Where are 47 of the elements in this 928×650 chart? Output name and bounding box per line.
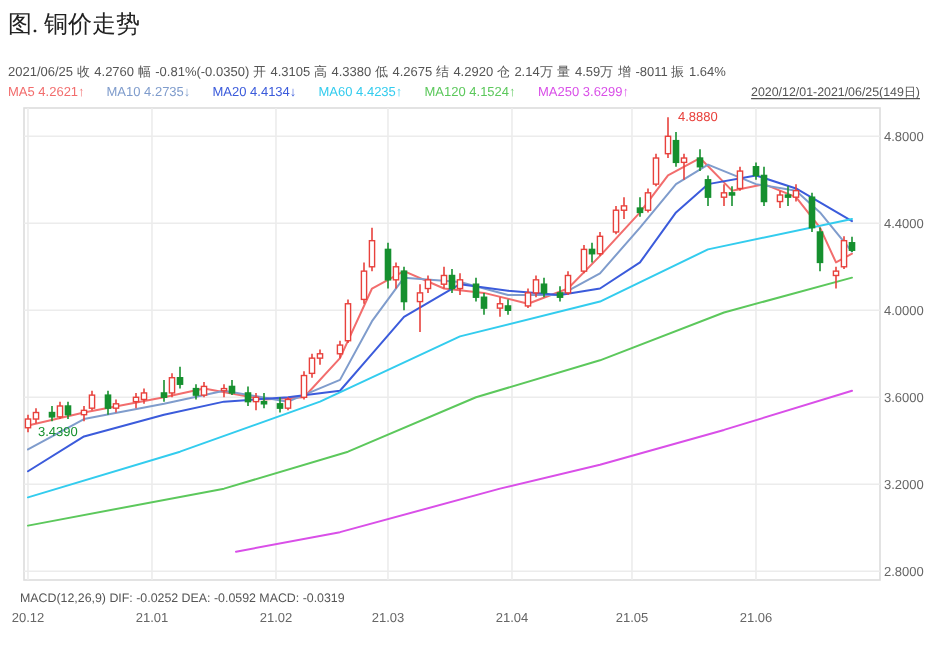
candlestick xyxy=(360,261,368,305)
candlestick xyxy=(244,385,252,407)
candlestick xyxy=(384,242,392,290)
candlestick xyxy=(440,265,448,290)
candlestick xyxy=(680,152,688,181)
candlestick xyxy=(736,165,744,192)
candlestick xyxy=(400,265,408,312)
candlestick xyxy=(368,226,376,272)
candlestick xyxy=(260,392,268,409)
candlestick xyxy=(300,370,308,401)
chart-title: 图. 铜价走势 xyxy=(8,10,140,38)
candlestick xyxy=(728,185,736,207)
candlestick xyxy=(456,272,464,296)
candlestick xyxy=(808,192,816,233)
candlestick xyxy=(580,244,588,275)
candlestick xyxy=(344,298,352,344)
candlestick xyxy=(532,274,540,299)
line-series xyxy=(235,389,853,553)
candlestick xyxy=(416,283,424,333)
line-series xyxy=(27,217,853,499)
candlestick xyxy=(720,183,728,207)
candlestick xyxy=(564,270,572,296)
candlestick xyxy=(308,352,316,379)
candlestick xyxy=(760,165,768,207)
candlestick xyxy=(832,265,840,290)
candlestick xyxy=(160,379,168,403)
candlestick xyxy=(652,152,660,188)
candlestick xyxy=(168,372,176,399)
candlestick xyxy=(612,205,620,235)
candlestick xyxy=(448,268,456,294)
candlestick xyxy=(704,174,712,207)
candlestick xyxy=(540,276,548,299)
line-series xyxy=(27,276,853,527)
candlestick xyxy=(496,296,504,318)
candlestick xyxy=(472,276,480,303)
candlestick xyxy=(176,366,184,390)
candlestick xyxy=(840,235,848,270)
candlestick xyxy=(784,185,792,207)
candlestick xyxy=(816,226,824,272)
candlestick xyxy=(88,389,96,412)
candlestick xyxy=(636,196,644,218)
candlestick xyxy=(524,287,532,309)
candlestick xyxy=(672,131,680,168)
candlestick xyxy=(104,389,112,416)
candlestick xyxy=(644,187,652,214)
candlestick xyxy=(696,148,704,172)
candlestick xyxy=(392,261,400,290)
